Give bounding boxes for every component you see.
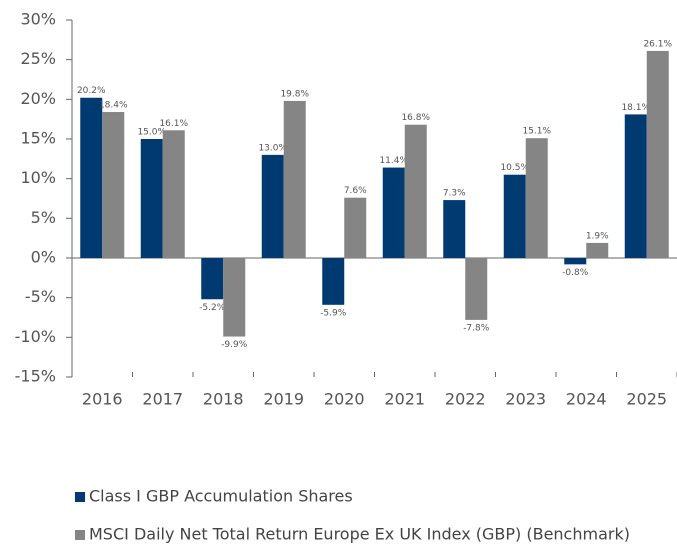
data-label: -5.2% (199, 303, 226, 313)
x-tick-label: 2022 (445, 390, 486, 409)
bar (586, 242, 609, 258)
bar (322, 258, 345, 305)
x-tick-label: 2020 (324, 390, 365, 409)
x-tick-label: 2019 (263, 390, 304, 409)
data-label: 7.3% (443, 189, 466, 199)
legend-label: MSCI Daily Net Total Return Europe Ex UK… (89, 525, 630, 544)
data-label: 15.1% (522, 127, 551, 137)
data-label: 13.0% (258, 143, 287, 153)
bar (525, 138, 548, 258)
bar (140, 139, 163, 258)
x-tick-label: 2023 (505, 390, 546, 409)
bar (261, 154, 284, 258)
bar (344, 197, 367, 258)
y-tick-label: 30% (20, 10, 56, 29)
data-label: 10.5% (500, 163, 529, 173)
y-tick-label: 15% (20, 129, 56, 148)
bar (404, 124, 427, 258)
bar (223, 258, 246, 337)
data-label: 26.1% (643, 39, 672, 49)
data-label: -9.9% (221, 340, 248, 350)
data-label: 18.1% (621, 103, 650, 113)
y-tick-label: 5% (31, 208, 56, 227)
x-tick-label: 2021 (384, 390, 425, 409)
data-label: 18.4% (99, 101, 128, 111)
bar (624, 114, 647, 258)
data-label: 16.1% (159, 119, 188, 129)
bar (503, 174, 526, 258)
legend-label: Class I GBP Accumulation Shares (89, 487, 353, 506)
data-label: 1.9% (586, 231, 609, 241)
bar (382, 167, 405, 258)
x-tick-label: 2016 (82, 390, 123, 409)
data-label: -7.8% (463, 323, 490, 333)
bar (283, 100, 306, 258)
y-tick-label: -15% (15, 367, 56, 386)
legend-marker (75, 530, 85, 540)
data-label: 20.2% (77, 86, 106, 96)
x-tick-label: 2017 (142, 390, 183, 409)
data-label: -5.9% (320, 308, 347, 318)
bar (80, 97, 103, 258)
bar (465, 258, 488, 320)
y-tick-label: 25% (20, 49, 56, 68)
bar (102, 112, 125, 258)
data-label: 15.0% (137, 128, 166, 138)
x-tick-label: 2024 (566, 390, 607, 409)
data-label: -0.8% (562, 268, 589, 278)
bar (443, 200, 466, 258)
legend-marker (75, 492, 85, 502)
x-tick-label: 2018 (203, 390, 244, 409)
data-label: 16.8% (401, 113, 430, 123)
y-tick-label: 10% (20, 168, 56, 187)
x-tick-label: 2025 (626, 390, 667, 409)
data-label: 11.4% (379, 156, 408, 166)
bar (162, 130, 185, 258)
y-tick-label: 20% (20, 89, 56, 108)
y-tick-label: -10% (15, 327, 56, 346)
y-tick-label: 0% (31, 248, 56, 267)
data-label: 19.8% (280, 89, 309, 99)
data-label: 7.6% (344, 186, 367, 196)
bar (564, 258, 587, 265)
y-tick-label: -5% (25, 287, 56, 306)
bar (646, 50, 669, 258)
bar (201, 258, 224, 300)
